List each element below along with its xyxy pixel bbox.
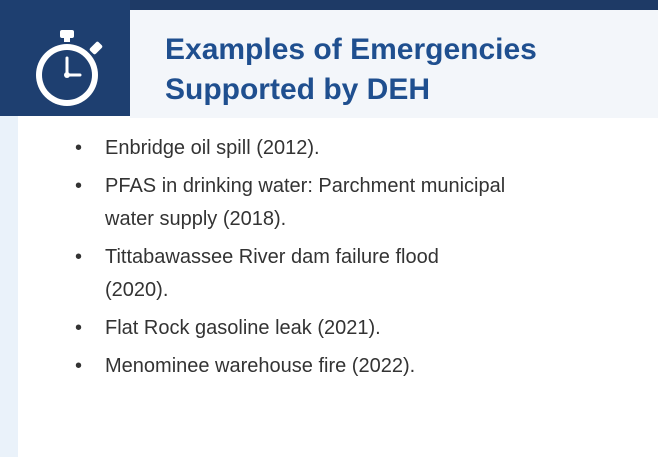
bullet-text: PFAS in drinking water: Parchment munici… xyxy=(105,175,506,197)
title-line: Examples of Emergencies xyxy=(165,33,537,66)
stem xyxy=(64,36,70,42)
title-background xyxy=(130,10,658,118)
title-line: Supported by DEH xyxy=(165,73,431,106)
bullet-item: • Tittabawassee River dam failure flood (2… xyxy=(75,241,645,307)
top-bar xyxy=(0,0,658,10)
bullet-marker: • xyxy=(75,246,83,268)
bullet-text: Tittabawassee River dam failure flood xyxy=(105,246,439,268)
bullet-text: water supply (2018). xyxy=(105,208,287,230)
bullet-marker: • xyxy=(75,317,83,339)
slide-title: Examples of Emergencies Supported by DEH xyxy=(165,30,537,110)
icon-box xyxy=(0,0,130,116)
stopwatch-icon xyxy=(36,30,103,106)
bullet-text: Flat Rock gasoline leak (2021). xyxy=(105,317,381,339)
bullet-text: Menominee warehouse fire (2022). xyxy=(105,355,416,377)
bullet-list: • Enbridge oil spill (2012). • PFAS in drin… xyxy=(75,132,645,388)
button xyxy=(89,41,103,55)
bullet-marker: • xyxy=(75,355,83,377)
hub xyxy=(64,72,70,78)
bullet-item: • Flat Rock gasoline leak (2021). xyxy=(75,312,645,345)
bullet-text: (2020). xyxy=(105,279,169,301)
bullet-item: • PFAS in drinking water: Parchment munic… xyxy=(75,170,645,236)
bullet-item: • Enbridge oil spill (2012). xyxy=(75,132,645,165)
bullet-text: Enbridge oil spill (2012). xyxy=(105,137,320,159)
bullet-marker: • xyxy=(75,137,83,159)
crown xyxy=(60,30,74,38)
bullet-item: • Menominee warehouse fire (2022). xyxy=(75,350,645,383)
bullet-marker: • xyxy=(75,175,83,197)
